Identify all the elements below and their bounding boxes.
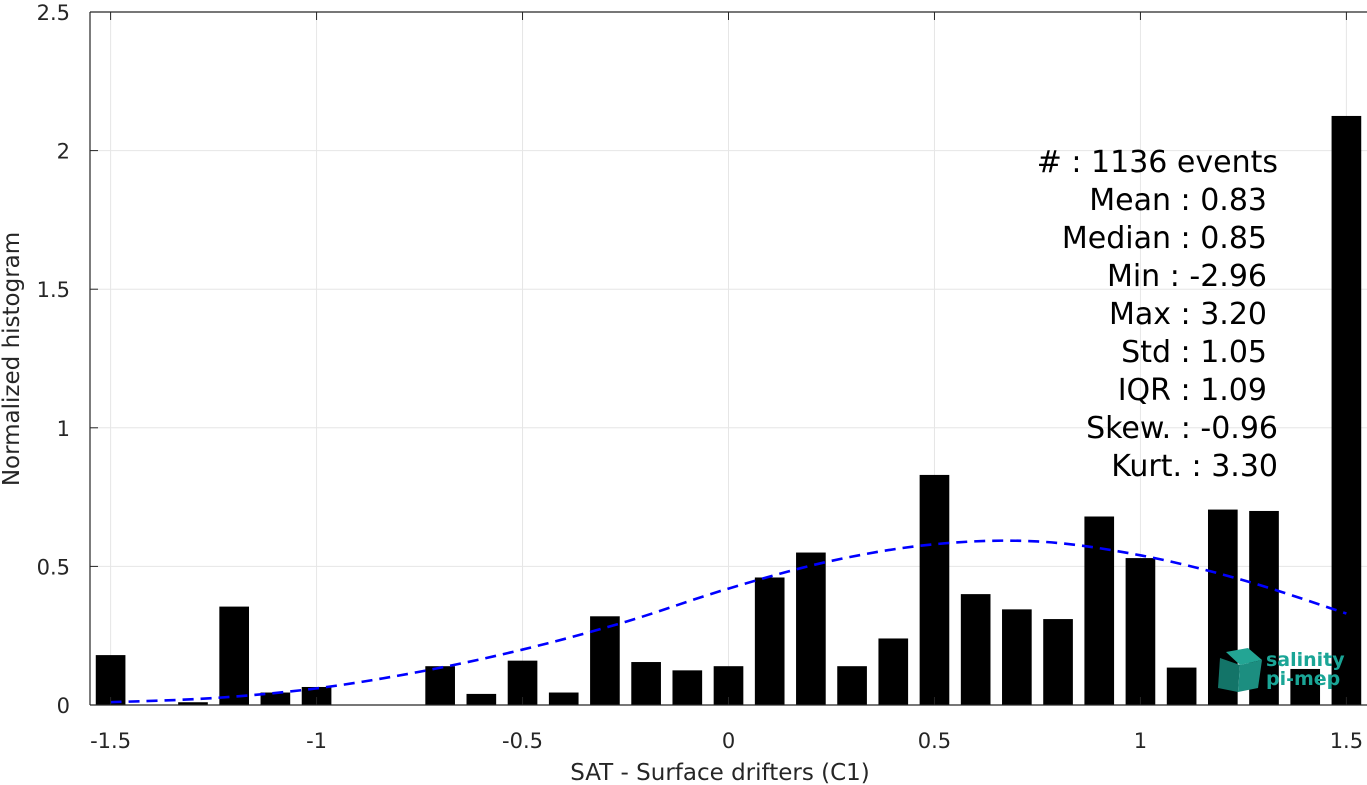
y-tick-label: 1	[57, 417, 70, 441]
histogram-bar	[95, 655, 126, 705]
x-tick-label: -1.5	[90, 729, 131, 753]
histogram-bar	[1166, 667, 1197, 705]
stats-iqr: IQR : 1.09	[1118, 373, 1267, 408]
histogram-bar	[1043, 619, 1073, 705]
stats-median: Median : 0.85	[1062, 221, 1267, 256]
y-tick-label: 0.5	[37, 555, 70, 579]
x-tick-label: 0	[722, 729, 735, 753]
x-axis-label: SAT - Surface drifters (C1)	[570, 760, 870, 785]
histogram-bar	[878, 638, 909, 705]
salinity-pimep-logo: salinity pi-mep	[1218, 648, 1345, 692]
histogram-bar	[1002, 609, 1032, 705]
histogram-bar	[260, 692, 291, 705]
stats-mean: Mean : 0.83	[1089, 183, 1267, 218]
x-tick-label: 1	[1134, 729, 1147, 753]
gaussian-fit-curve	[110, 539, 1347, 704]
x-tick-label: 0.5	[918, 729, 951, 753]
y-tick-label: 2	[57, 140, 70, 164]
histogram-bar	[1290, 668, 1321, 705]
histogram-bar	[301, 686, 332, 705]
y-tick-labels: 0 0.5 1 1.5 2 2.5	[37, 1, 70, 718]
stats-max: Max : 3.20	[1109, 297, 1267, 332]
stats-events: # : 1136 events	[1037, 145, 1278, 180]
histogram-bar	[1331, 115, 1362, 705]
x-tick-label: 1.5	[1330, 729, 1363, 753]
stats-skew: Skew. : -0.96	[1086, 411, 1278, 446]
x-tick-label: -1	[306, 729, 327, 753]
logo-cube-icon	[1218, 648, 1262, 692]
histogram-bar	[1084, 516, 1115, 705]
histogram-bar	[631, 662, 661, 705]
bars	[95, 115, 1362, 705]
histogram-bar	[548, 692, 579, 705]
y-tick-label: 2.5	[37, 1, 70, 25]
histogram-bar	[672, 670, 703, 705]
y-tick-label: 0	[57, 694, 70, 718]
y-tick-label: 1.5	[37, 278, 70, 302]
histogram-bar	[1125, 558, 1156, 705]
histogram-bar	[960, 594, 991, 705]
axes	[89, 11, 1367, 706]
stats-box: # : 1136 events Mean : 0.83 Median : 0.8…	[1037, 145, 1278, 484]
logo-line-2: pi-mep	[1266, 668, 1340, 690]
histogram-bar	[178, 702, 208, 705]
histogram-bar	[919, 474, 950, 705]
stats-kurt: Kurt. : 3.30	[1111, 449, 1278, 484]
y-axis-label: Normalized histogram	[0, 232, 25, 486]
histogram-bar	[466, 693, 497, 705]
histogram-bar	[219, 606, 250, 705]
x-tick-labels: -1.5 -1 -0.5 0 0.5 1 1.5	[90, 729, 1363, 753]
histogram-bar	[837, 666, 867, 705]
histogram-bar	[796, 552, 826, 705]
stats-min: Min : -2.96	[1107, 259, 1267, 294]
stats-std: Std : 1.05	[1121, 335, 1267, 370]
logo-line-1: salinity	[1266, 649, 1345, 671]
histogram-bar	[754, 577, 785, 705]
x-tick-label: -0.5	[502, 729, 543, 753]
histogram-bar	[425, 666, 455, 705]
